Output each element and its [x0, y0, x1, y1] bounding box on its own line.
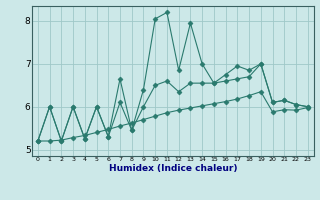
X-axis label: Humidex (Indice chaleur): Humidex (Indice chaleur): [108, 164, 237, 173]
